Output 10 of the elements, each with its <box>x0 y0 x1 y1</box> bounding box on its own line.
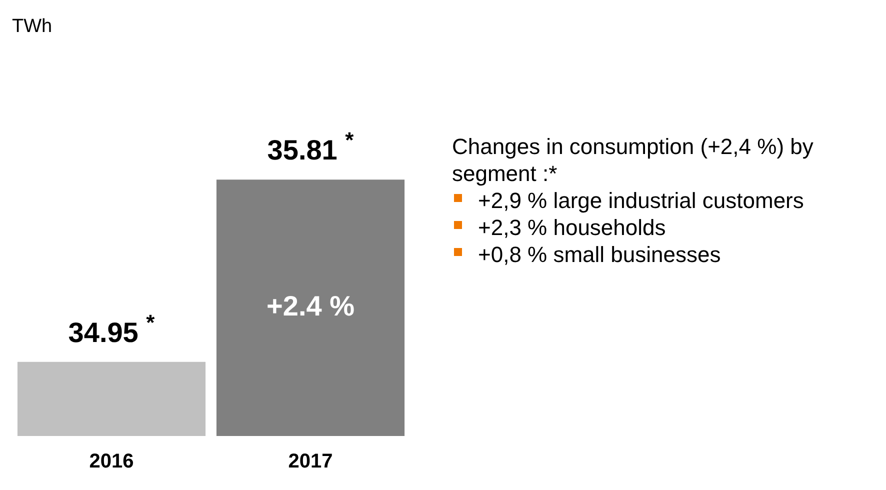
text: +0,8 % small businesses <box>477 241 722 268</box>
x-tick-label: 2016 <box>89 450 134 473</box>
data-label: 35.81 * <box>267 128 354 166</box>
annotation: +2.4 % <box>266 290 355 322</box>
data-label: 34.95 * <box>68 310 156 348</box>
text: Changes in consumption (+2,4 %) by segment :* <box>452 133 814 187</box>
text: +2,9 % large industrial customers <box>477 187 805 214</box>
x-tick-label: 2017 <box>288 450 333 473</box>
text: +2,3 % households <box>477 214 667 241</box>
text: TWh <box>12 16 52 38</box>
